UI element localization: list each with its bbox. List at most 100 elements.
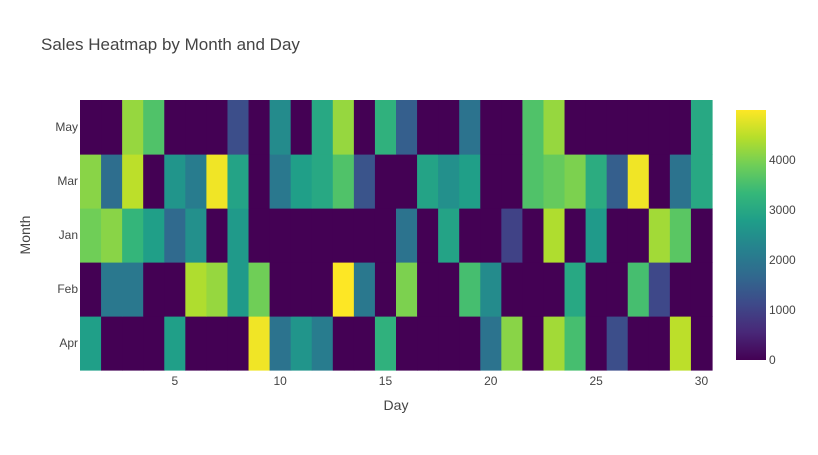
x-axis-ticks: 5 10 15 20 25 30 bbox=[171, 374, 708, 388]
heatmap-cell bbox=[585, 262, 608, 317]
y-tick-label: Mar bbox=[57, 174, 78, 188]
heatmap-cell bbox=[227, 208, 250, 263]
heatmap-cell bbox=[627, 208, 650, 263]
heatmap-cell bbox=[669, 208, 692, 263]
heatmap-cell bbox=[690, 100, 713, 155]
heatmap-cell bbox=[332, 262, 355, 317]
heatmap-cell bbox=[501, 100, 523, 155]
heatmap-cell bbox=[122, 100, 144, 155]
heatmap-cell bbox=[543, 262, 566, 317]
x-tick-label: 20 bbox=[484, 374, 498, 388]
heatmap-cell bbox=[353, 316, 376, 371]
x-axis-title: Day bbox=[384, 397, 409, 413]
colorbar-tick-label: 1000 bbox=[769, 303, 796, 317]
y-axis-ticks: Apr Feb Jan Mar May bbox=[55, 120, 78, 350]
heatmap-cell bbox=[164, 262, 186, 317]
heatmap-cell bbox=[164, 100, 186, 155]
heatmap-cell bbox=[290, 316, 313, 371]
heatmap-cell bbox=[248, 316, 271, 371]
heatmap-cell bbox=[80, 154, 102, 209]
heatmap-cell bbox=[648, 262, 671, 317]
heatmap-cell bbox=[290, 262, 313, 317]
heatmap-cell bbox=[164, 208, 186, 263]
heatmap-cell bbox=[206, 316, 229, 371]
heatmap-cell bbox=[353, 262, 376, 317]
heatmap-cell bbox=[101, 154, 123, 209]
heatmap-cell bbox=[227, 316, 250, 371]
heatmap-cell bbox=[648, 100, 671, 155]
heatmap-cell bbox=[332, 208, 355, 263]
heatmap-cell bbox=[417, 262, 439, 317]
heatmap-cell bbox=[269, 208, 292, 263]
heatmap-cell bbox=[269, 262, 292, 317]
heatmap-cell bbox=[480, 100, 502, 155]
heatmap-cell bbox=[522, 262, 545, 317]
y-tick-label: Jan bbox=[59, 228, 78, 242]
heatmap-cell bbox=[501, 316, 523, 371]
heatmap-cell bbox=[374, 262, 397, 317]
heatmap-cell bbox=[311, 316, 334, 371]
heatmap-cell bbox=[185, 100, 207, 155]
heatmap-cell bbox=[564, 100, 587, 155]
heatmap-cell bbox=[101, 262, 123, 317]
heatmap-cell bbox=[311, 154, 334, 209]
heatmap-cell bbox=[353, 208, 376, 263]
heatmap-cell bbox=[332, 316, 355, 371]
colorbar-tick-label: 0 bbox=[769, 353, 776, 367]
heatmap-cell bbox=[669, 100, 692, 155]
heatmap-cell bbox=[290, 154, 313, 209]
heatmap-cell bbox=[396, 262, 418, 317]
heatmap-cell bbox=[101, 316, 123, 371]
heatmap-cell bbox=[585, 154, 608, 209]
heatmap-cell bbox=[80, 316, 102, 371]
heatmap-cell bbox=[480, 154, 502, 209]
y-axis-title: Month bbox=[17, 216, 33, 255]
heatmap-cell bbox=[522, 316, 545, 371]
heatmap-cell bbox=[480, 262, 502, 317]
heatmap-cell bbox=[269, 154, 292, 209]
heatmap-cell bbox=[417, 316, 439, 371]
heatmap-cell bbox=[522, 208, 545, 263]
heatmap-cell bbox=[269, 100, 292, 155]
heatmap-cell bbox=[122, 262, 144, 317]
colorbar-tick-label: 3000 bbox=[769, 203, 796, 217]
y-tick-label: Apr bbox=[59, 336, 78, 350]
heatmap-cell bbox=[101, 208, 123, 263]
heatmap-cell bbox=[543, 316, 566, 371]
heatmap-cell bbox=[248, 262, 271, 317]
heatmap-cell bbox=[396, 154, 418, 209]
heatmap-cell bbox=[269, 316, 292, 371]
heatmap-cell bbox=[206, 208, 229, 263]
heatmap-cell bbox=[648, 208, 671, 263]
x-tick-label: 25 bbox=[589, 374, 603, 388]
heatmap-cell bbox=[459, 154, 481, 209]
heatmap-cell bbox=[690, 316, 713, 371]
heatmap-cell bbox=[690, 208, 713, 263]
heatmap-cell bbox=[438, 262, 460, 317]
heatmap-cell bbox=[690, 154, 713, 209]
y-tick-label: Feb bbox=[57, 282, 78, 296]
heatmap-cell bbox=[206, 100, 229, 155]
heatmap-cell bbox=[627, 262, 650, 317]
heatmap-cell bbox=[185, 154, 207, 209]
heatmap-cell bbox=[648, 316, 671, 371]
heatmap-cell bbox=[311, 208, 334, 263]
heatmap-cell bbox=[627, 100, 650, 155]
heatmap-cell bbox=[522, 100, 545, 155]
heatmap-cell bbox=[80, 262, 102, 317]
heatmap-cell bbox=[164, 154, 186, 209]
heatmap-cell bbox=[501, 262, 523, 317]
x-tick-label: 5 bbox=[171, 374, 178, 388]
colorbar bbox=[736, 110, 766, 360]
heatmap-cell bbox=[501, 154, 523, 209]
heatmap-cell bbox=[311, 100, 334, 155]
heatmap-cell bbox=[80, 100, 102, 155]
heatmap-cell bbox=[606, 154, 629, 209]
heatmap-cell bbox=[459, 262, 481, 317]
heatmap-cell bbox=[627, 154, 650, 209]
x-tick-label: 10 bbox=[273, 374, 287, 388]
heatmap-cell bbox=[606, 316, 629, 371]
heatmap-cell bbox=[522, 154, 545, 209]
heatmap-cell bbox=[122, 316, 144, 371]
